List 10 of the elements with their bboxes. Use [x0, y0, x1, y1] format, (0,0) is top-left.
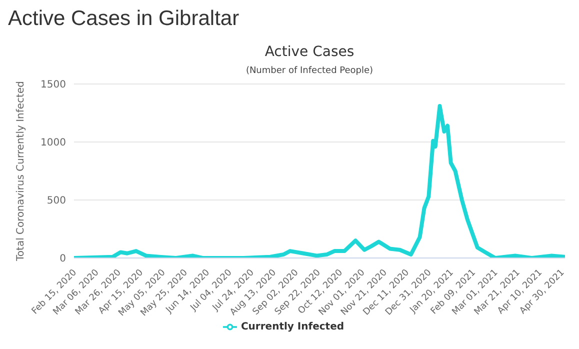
y-tick-label: 1500 [40, 80, 66, 91]
text: (Number of Infected People) [244, 66, 374, 76]
y-axis-title: Total Coronavirus Currently Infected [16, 81, 27, 262]
legend-label: Currently Infected [240, 322, 344, 333]
chart-title: Active Cases in Gibraltar [8, 7, 240, 32]
chart-subtitle: Active Cases [264, 44, 356, 60]
y-tick-label: 1000 [40, 138, 66, 149]
y-tick-label: 0 [60, 254, 66, 265]
line-series [74, 104, 565, 258]
y-tick-label: 500 [46, 196, 66, 207]
